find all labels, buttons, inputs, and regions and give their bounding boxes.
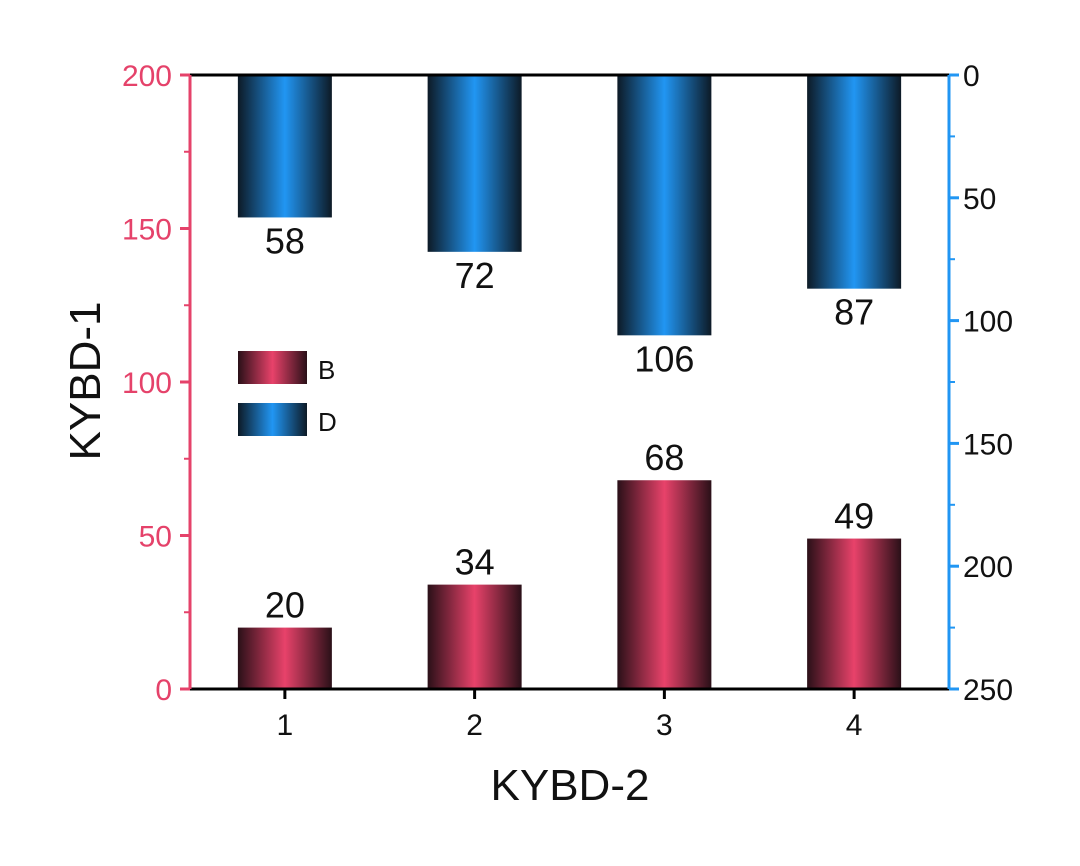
bar-b-4 [807,538,902,689]
x-tick-label-4: 4 [846,709,863,742]
data-label-d-3: 106 [634,338,694,379]
x-tick-label-2: 2 [466,709,483,742]
data-label-b-4: 49 [834,496,874,537]
right-tick-label-150: 150 [963,428,1013,461]
bar-b-2 [427,584,522,689]
x-tick-label-1: 1 [277,709,294,742]
data-label-d-1: 58 [265,220,305,261]
legend-swatch-b [238,351,307,384]
legend-swatch-d [238,403,307,436]
right-tick-label-100: 100 [963,306,1013,339]
bar-d-3 [617,75,712,336]
left-tick-label-50: 50 [139,521,172,554]
data-label-b-3: 68 [644,437,684,478]
data-label-b-1: 20 [265,585,305,626]
x-tick-label-3: 3 [656,709,673,742]
left-tick-label-0: 0 [155,674,172,707]
x-axis-title: KYBD-2 [491,761,650,810]
bar-b-1 [237,627,332,689]
bar-d-1 [237,75,332,218]
y-axis-title: KYBD-1 [61,302,110,461]
bar-d-4 [807,75,902,289]
left-tick-label-100: 100 [122,367,172,400]
legend-label-d: D [318,407,337,437]
bar-d-2 [427,75,522,252]
left-tick-label-200: 200 [122,60,172,93]
left-tick-label-150: 150 [122,214,172,247]
bar-b-3 [617,480,712,689]
right-tick-label-50: 50 [963,183,996,216]
data-label-b-2: 34 [455,542,495,583]
right-tick-label-200: 200 [963,551,1013,584]
right-tick-label-0: 0 [963,60,980,93]
data-label-d-2: 72 [455,255,495,296]
data-label-d-4: 87 [834,292,874,333]
right-tick-label-250: 250 [963,674,1013,707]
legend-label-b: B [318,355,335,385]
